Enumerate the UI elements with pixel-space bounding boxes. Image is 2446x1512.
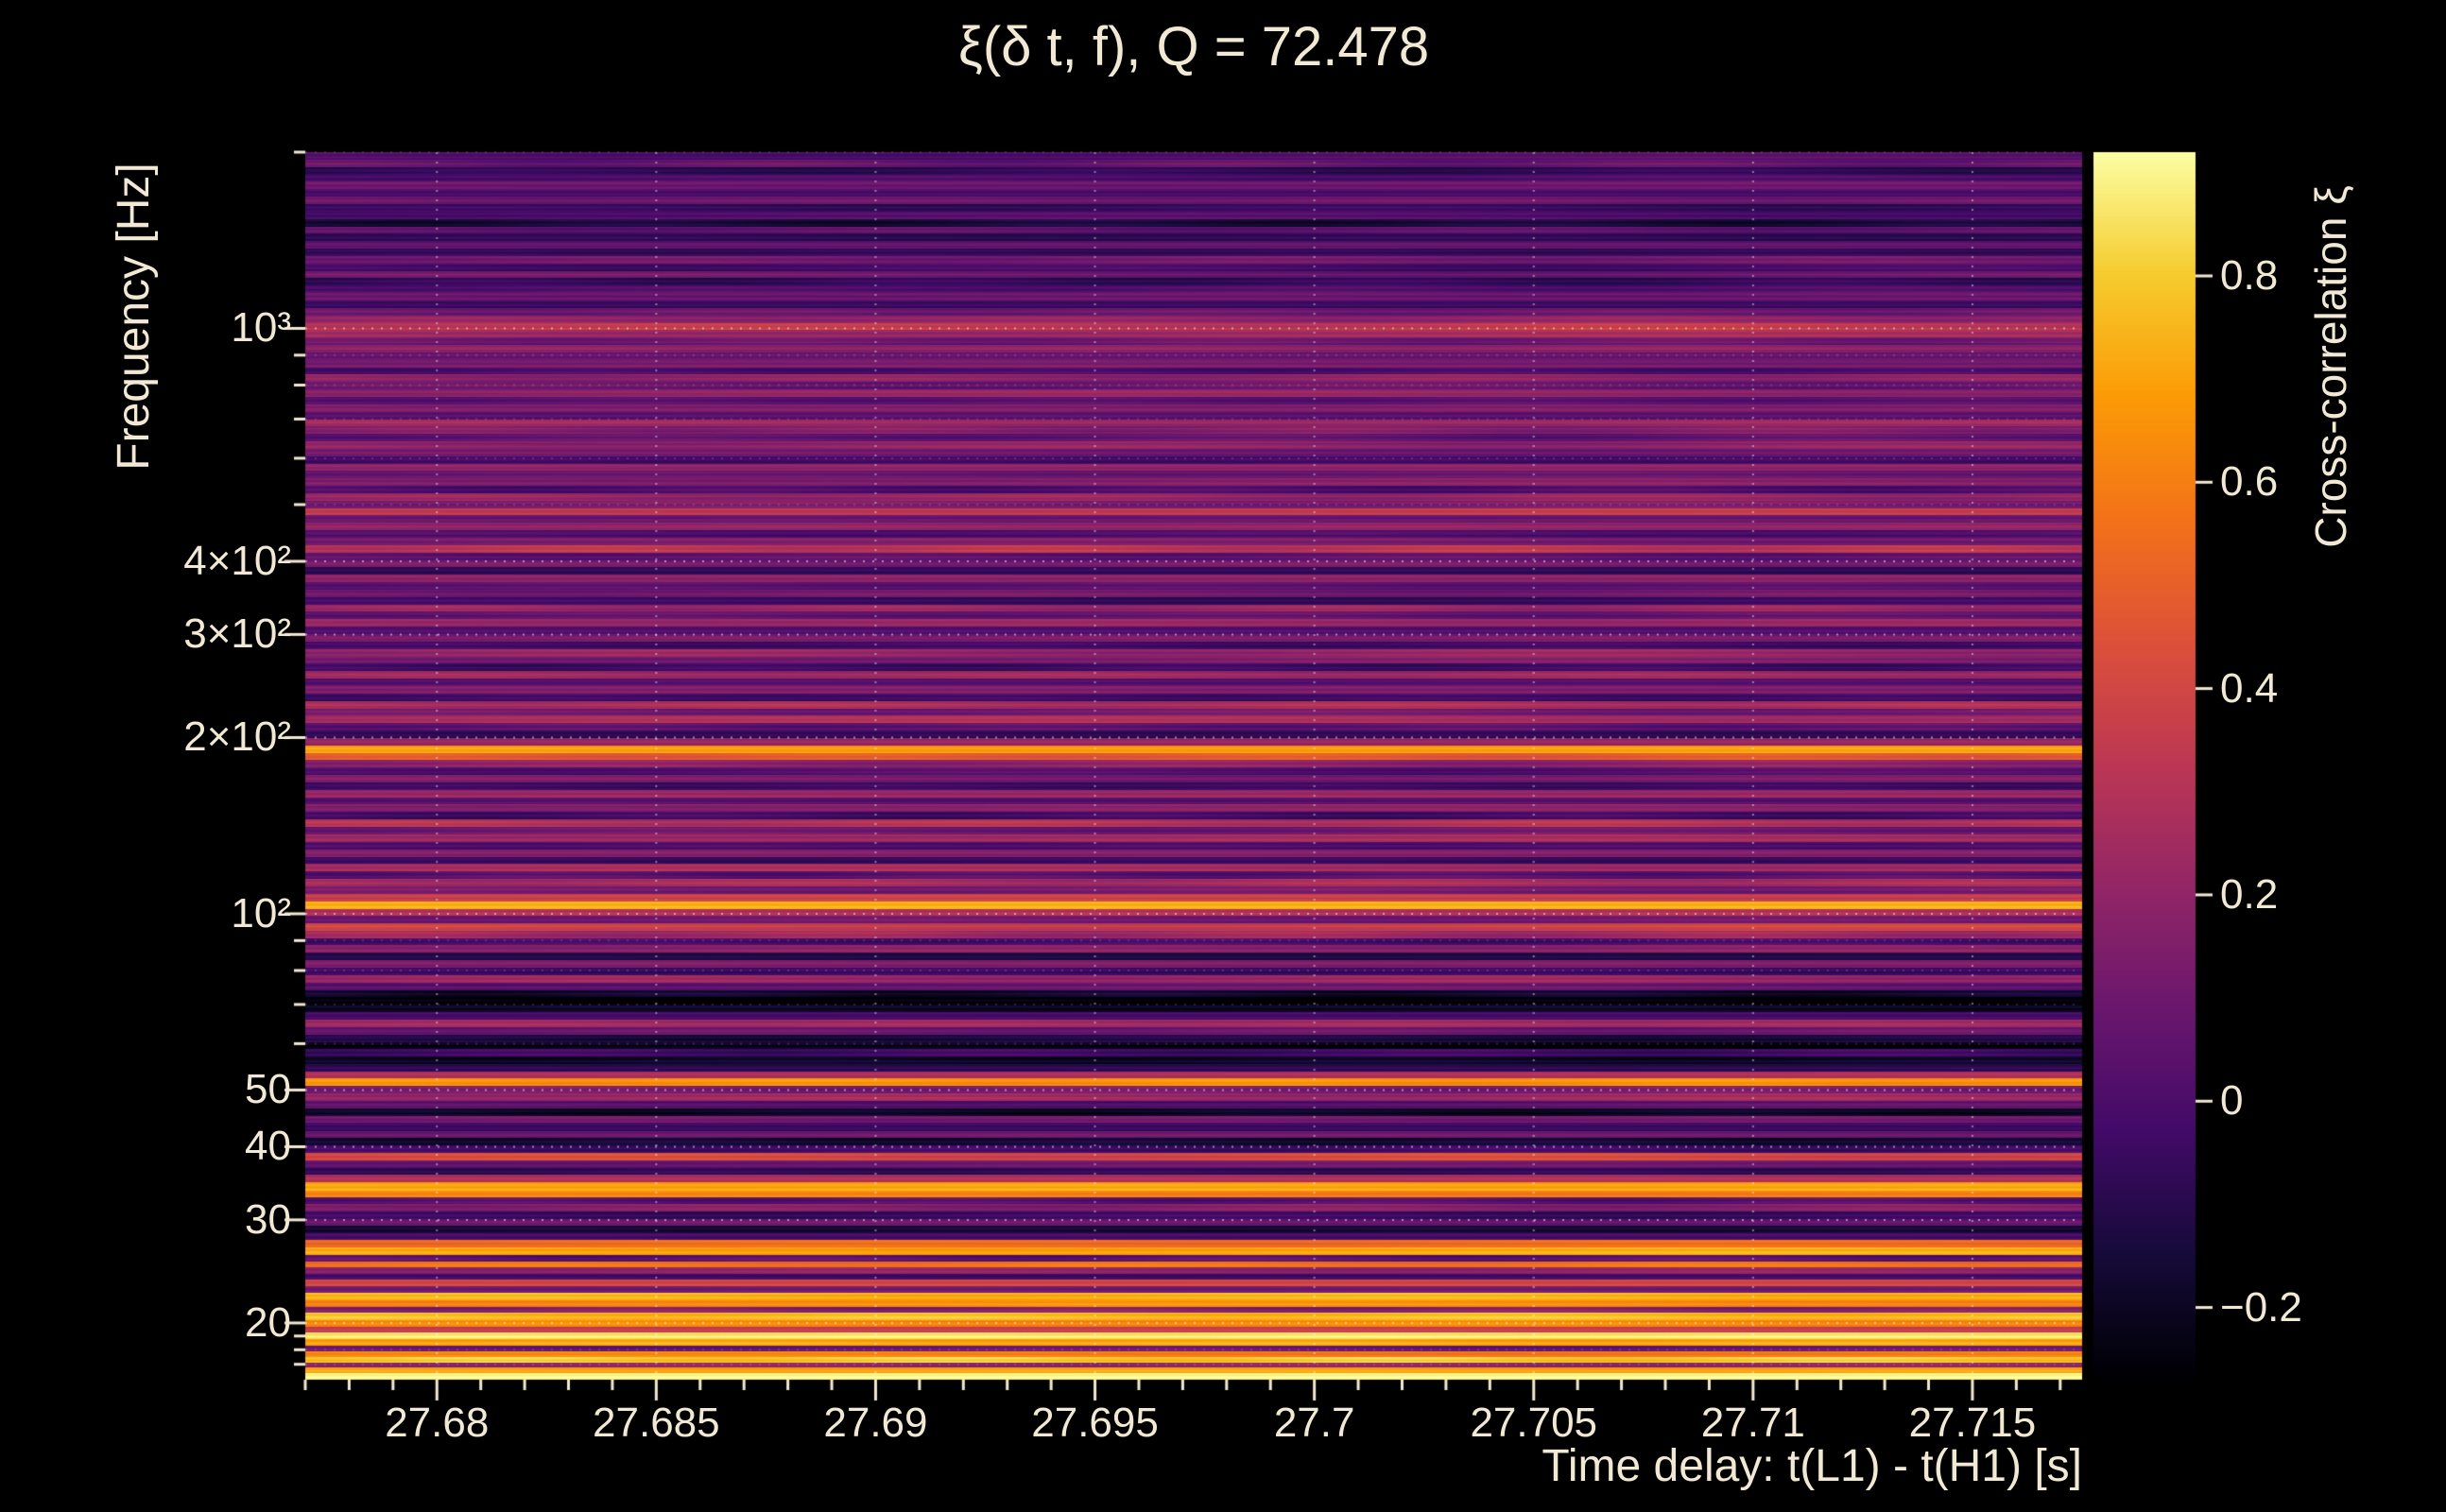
x-tick-label: 27.68 <box>385 1400 490 1446</box>
colorbar-tick-label: 0.6 <box>2220 458 2279 506</box>
y-tick-label: 10³ <box>231 304 291 352</box>
colorbar-tick-label: 0.2 <box>2220 870 2279 918</box>
x-tick-label: 27.715 <box>1908 1400 2037 1446</box>
colorbar-tick-label: −0.2 <box>2220 1283 2302 1331</box>
colorbar-title: Cross-correlation ξ <box>2306 185 2355 548</box>
y-tick-label: 2×10² <box>183 713 291 761</box>
colorbar-tick-label: 0.8 <box>2220 251 2279 299</box>
y-tick-label: 20 <box>245 1298 291 1346</box>
x-tick-label: 27.7 <box>1273 1400 1355 1446</box>
x-tick-label: 27.695 <box>1031 1400 1159 1446</box>
colorbar-tick-label: 0.4 <box>2220 664 2279 712</box>
x-tick-label: 27.705 <box>1470 1400 1598 1446</box>
y-tick-label: 40 <box>245 1123 291 1170</box>
y-tick-label: 10² <box>231 889 291 936</box>
colorbar-tick-label: 0 <box>2220 1077 2244 1125</box>
y-tick-label: 50 <box>245 1066 291 1113</box>
x-tick-label: 27.71 <box>1700 1400 1805 1446</box>
y-tick-label: 30 <box>245 1195 291 1243</box>
chart-title: ξ(δ t, f), Q = 72.478 <box>957 16 1430 77</box>
x-axis-title: Time delay: t(L1) - t(H1) [s] <box>1542 1441 2082 1491</box>
y-tick-label: 4×10² <box>183 538 291 584</box>
x-tick-label: 27.69 <box>823 1400 928 1446</box>
x-tick-label: 27.685 <box>593 1400 720 1446</box>
y-tick-label: 3×10² <box>183 610 291 658</box>
